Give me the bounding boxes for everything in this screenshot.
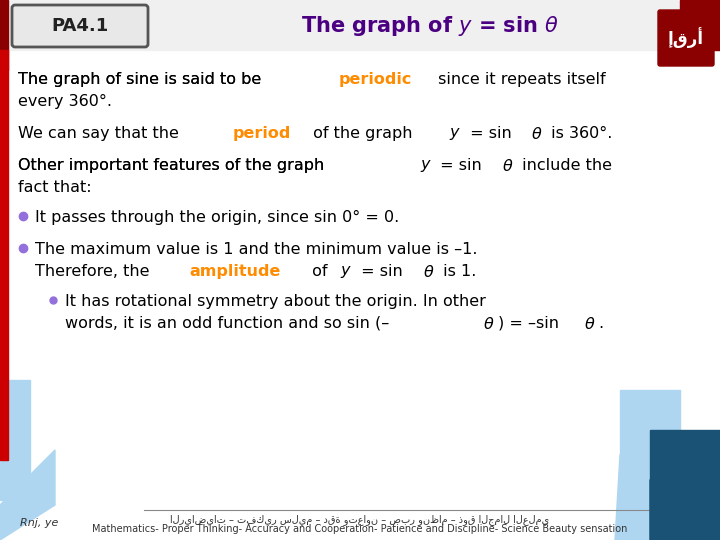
Text: The maximum value is 1 and the minimum value is –1.: The maximum value is 1 and the minimum v…: [35, 242, 477, 257]
Bar: [680, 0, 720, 50]
Text: الرياضيات – تفكير سليم – دقة وتعاون – صبر ونظام – ذوق الجمال العلمي: الرياضيات – تفكير سليم – دقة وتعاون – صب…: [171, 514, 549, 525]
Text: Other important features of the graph: Other important features of the graph: [18, 158, 329, 173]
Text: Other important features of the graph: Other important features of the graph: [18, 158, 329, 173]
Polygon shape: [0, 450, 55, 540]
Text: The graph of sine is said to be: The graph of sine is said to be: [18, 72, 266, 87]
Text: since it repeats itself: since it repeats itself: [433, 72, 606, 87]
Text: The graph of sine is said to be periodic since it repeats itself: The graph of sine is said to be periodic…: [18, 72, 503, 87]
Text: fact that:: fact that:: [18, 180, 91, 195]
Text: periodic: periodic: [338, 72, 412, 87]
Text: Mathematics- Proper Thinking- Accuracy and Cooperation- Patience and Discipline-: Mathematics- Proper Thinking- Accuracy a…: [92, 524, 628, 534]
Text: = sin: = sin: [464, 126, 516, 141]
Text: The graph of $y$ = sin $\theta$: The graph of $y$ = sin $\theta$: [301, 14, 559, 38]
Text: $y$: $y$: [341, 264, 352, 280]
Text: words, it is an odd function and so sin (–: words, it is an odd function and so sin …: [65, 316, 390, 331]
Bar: [0, 380, 30, 500]
Text: of the graph: of the graph: [307, 126, 417, 141]
Bar: [0, 50, 8, 460]
Text: $\theta$: $\theta$: [483, 316, 495, 332]
Text: We can say that the: We can say that the: [18, 126, 184, 141]
Text: $\theta$: $\theta$: [583, 316, 595, 332]
Text: Rnj, ye: Rnj, ye: [20, 518, 58, 528]
Bar: [650, 430, 720, 540]
Text: .: .: [598, 316, 603, 331]
Text: إقرأ: إقرأ: [668, 28, 704, 49]
Text: $y$: $y$: [420, 158, 432, 174]
Text: $\theta$: $\theta$: [423, 264, 434, 280]
Bar: [0, 0, 8, 70]
Text: $y$: $y$: [449, 126, 461, 142]
Text: of: of: [307, 264, 333, 279]
FancyBboxPatch shape: [12, 5, 148, 47]
Text: is 1.: is 1.: [438, 264, 476, 279]
Text: The graph of sine is said to be: The graph of sine is said to be: [18, 72, 266, 87]
Text: include the: include the: [517, 158, 612, 173]
Polygon shape: [650, 440, 720, 540]
Text: = sin: = sin: [436, 158, 487, 173]
Text: every 360°.: every 360°.: [18, 94, 112, 109]
Text: It has rotational symmetry about the origin. In other: It has rotational symmetry about the ori…: [65, 294, 486, 309]
Text: period: period: [232, 126, 291, 141]
Text: $\theta$: $\theta$: [531, 126, 543, 142]
Bar: [620, 390, 680, 490]
Text: It passes through the origin, since sin 0° = 0.: It passes through the origin, since sin …: [35, 210, 400, 225]
Polygon shape: [615, 455, 680, 540]
Text: PA4.1: PA4.1: [51, 17, 109, 35]
Text: $\theta$: $\theta$: [503, 158, 514, 174]
FancyBboxPatch shape: [658, 10, 714, 66]
Text: ) = –sin: ) = –sin: [498, 316, 564, 331]
Text: amplitude: amplitude: [189, 264, 281, 279]
Text: is 360°.: is 360°.: [546, 126, 613, 141]
Bar: [8, 0, 720, 50]
Text: Therefore, the: Therefore, the: [35, 264, 155, 279]
Text: = sin: = sin: [356, 264, 408, 279]
Text: words, it is an odd function and so sin (–: words, it is an odd function and so sin …: [65, 316, 390, 331]
Text: The graph of sine is said to be: The graph of sine is said to be: [18, 72, 266, 87]
